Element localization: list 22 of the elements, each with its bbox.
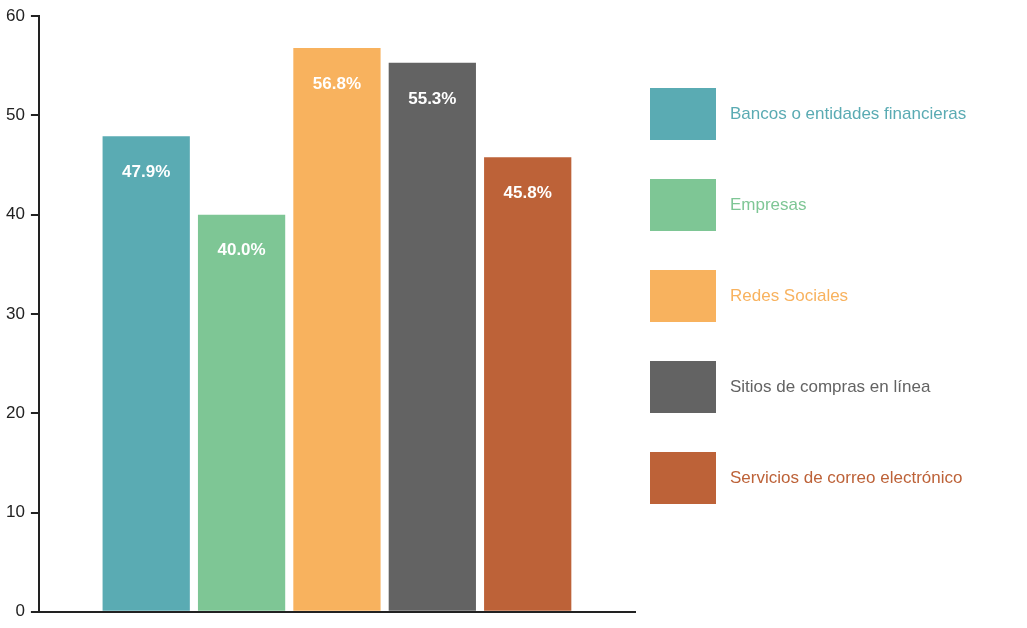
text: Redes Sociales bbox=[730, 286, 849, 306]
bar bbox=[484, 157, 572, 611]
data-label: 55.3% bbox=[408, 88, 457, 108]
data-label: 47.9% bbox=[122, 162, 171, 181]
text: Empresas bbox=[730, 195, 807, 215]
y-tick-label: 60 bbox=[5, 5, 25, 25]
text: Sitios de compras en línea bbox=[730, 377, 931, 397]
bar bbox=[388, 62, 476, 611]
text: Bancos o entidades financieras bbox=[730, 104, 967, 124]
data-label: 40.0% bbox=[217, 240, 266, 260]
y-tick-label: 10 bbox=[5, 502, 25, 522]
data-label: 45.8% bbox=[503, 182, 552, 202]
data-label: 56.8% bbox=[312, 73, 362, 93]
y-tick-label: 50 bbox=[5, 105, 25, 125]
bar bbox=[293, 47, 381, 611]
y-tick-label: 30 bbox=[5, 303, 25, 323]
bar bbox=[197, 214, 286, 611]
y-tick-label: 40 bbox=[5, 204, 25, 224]
text: Servicios de correo electrónico bbox=[730, 468, 963, 488]
bar bbox=[102, 136, 190, 611]
y-tick-label: 20 bbox=[5, 402, 25, 422]
y-tick-label: 0 bbox=[15, 601, 25, 621]
